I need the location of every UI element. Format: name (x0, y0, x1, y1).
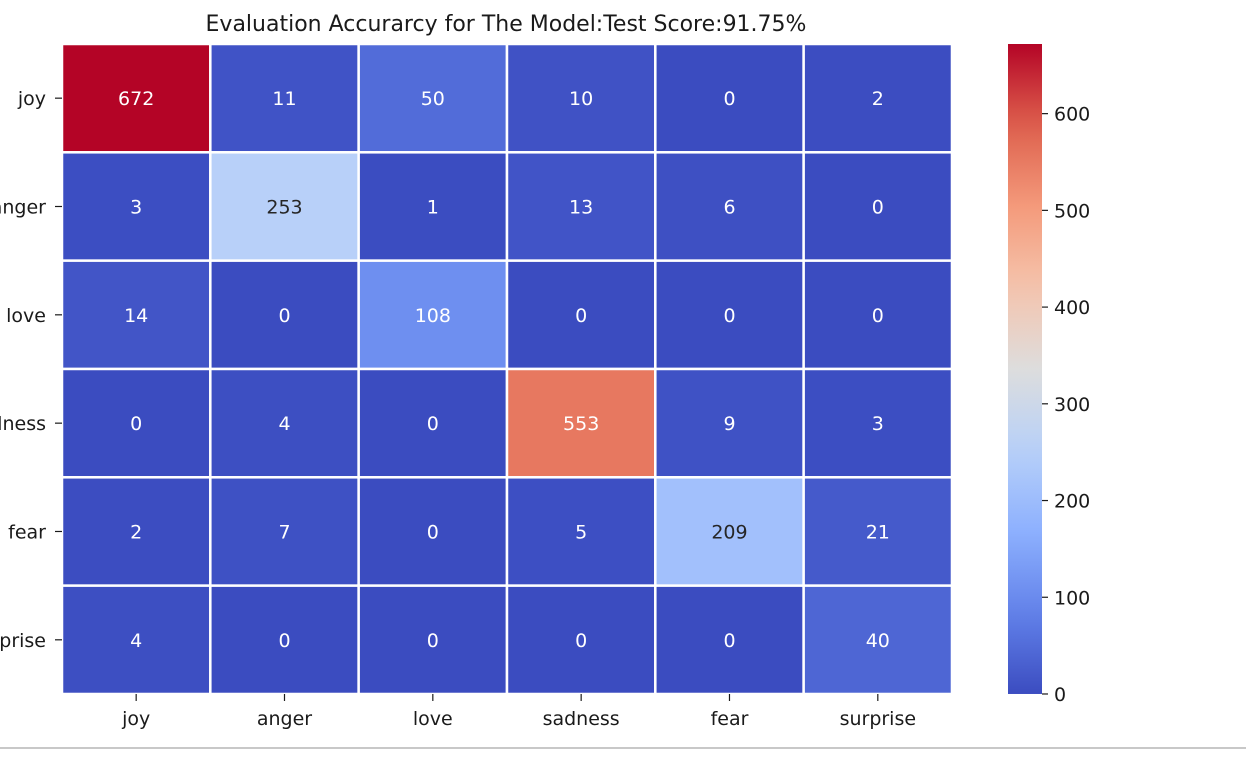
heatmap-cell (802, 259, 954, 371)
cell-value-label: 0 (427, 521, 439, 543)
heatmap-cell (209, 259, 360, 371)
cell-value-label: 108 (415, 305, 451, 327)
heatmap-cell (802, 476, 954, 587)
column-tick-label: surprise (840, 708, 917, 730)
colorbar-tick-label: 300 (1054, 394, 1090, 416)
cell-value-label: 50 (421, 88, 445, 110)
cell-value-label: 0 (278, 630, 290, 652)
heatmap-cell (505, 259, 657, 371)
cell-value-label: 3 (130, 196, 142, 218)
cell-value-label: 2 (872, 88, 884, 110)
row-tick-label: surprise (0, 630, 46, 652)
cell-value-label: 0 (575, 305, 587, 327)
heatmap-cell (654, 367, 805, 479)
cell-value-label: 9 (723, 413, 735, 435)
heatmap-cell (357, 42, 509, 154)
cell-value-label: 4 (278, 413, 290, 435)
cell-value-label: 553 (563, 413, 599, 435)
column-tick-label: love (413, 708, 453, 730)
cell-value-label: 0 (723, 88, 735, 110)
cell-value-label: 0 (427, 413, 439, 435)
heatmap-cell (505, 476, 657, 587)
cell-value-label: 7 (278, 521, 290, 543)
heatmap-cell (654, 476, 805, 587)
colorbar-tick-label: 500 (1054, 200, 1090, 222)
heatmap-cell (357, 367, 509, 479)
colorbar-tick-label: 100 (1054, 587, 1090, 609)
cell-value-label: 0 (130, 413, 142, 435)
cell-value-label: 672 (118, 88, 154, 110)
colorbar-tick-label: 200 (1054, 491, 1090, 513)
cell-value-label: 21 (866, 521, 890, 543)
colorbar-tick-label: 600 (1054, 104, 1090, 126)
cell-value-label: 0 (427, 630, 439, 652)
cell-value-label: 10 (569, 88, 593, 110)
colorbar-tick-label: 400 (1054, 297, 1090, 319)
row-tick-label: anger (0, 196, 46, 218)
cell-value-label: 0 (872, 196, 884, 218)
row-tick-label: fear (8, 521, 46, 543)
heatmap-cell (209, 367, 360, 479)
colorbar: 0 100 200 300 400 500 600 (1008, 44, 1090, 706)
row-tick-label: sadness (0, 413, 46, 435)
row-tick-label: joy (17, 88, 46, 110)
cell-value-label: 5 (575, 521, 587, 543)
cell-value-label: 4 (130, 630, 142, 652)
cell-value-label: 209 (711, 521, 747, 543)
heatmap-cell (505, 151, 657, 262)
colorbar-tick-label: 0 (1054, 684, 1066, 706)
cell-value-label: 0 (278, 305, 290, 327)
chart-title: Evaluation Accurarcy for The Model:Test … (206, 12, 807, 37)
cell-value-label: 2 (130, 521, 142, 543)
column-tick-label: sadness (543, 708, 620, 730)
cell-value-label: 253 (266, 196, 302, 218)
cell-value-label: 11 (272, 88, 296, 110)
row-tick-labels: joy anger love sadness fear surprise (0, 88, 62, 652)
heatmap-cell (209, 151, 360, 262)
cell-value-label: 14 (124, 305, 148, 327)
column-tick-labels: joy anger love sadness fear surprise (121, 693, 917, 730)
heatmap-cell (209, 42, 360, 154)
cell-value-label: 0 (723, 305, 735, 327)
heatmap-cell (802, 584, 954, 696)
heatmap-cell (654, 259, 805, 371)
cell-value-label: 13 (569, 196, 593, 218)
heatmap-cell (802, 367, 954, 479)
column-tick-label: joy (121, 708, 150, 730)
heatmap-cell (802, 151, 954, 262)
cell-value-label: 40 (866, 630, 890, 652)
cell-value-label: 1 (427, 196, 439, 218)
column-tick-label: anger (257, 708, 312, 730)
cell-value-label: 3 (872, 413, 884, 435)
heatmap-cell (357, 476, 509, 587)
heatmap-cells: 672 11 50 10 0 23 253 1 13 6 014 0 108 0 0 00 4 0 553 9 32 7 0… (60, 42, 954, 696)
cell-value-label: 6 (723, 196, 735, 218)
heatmap-cell (505, 367, 657, 479)
column-tick-label: fear (711, 708, 749, 730)
cell-value-label: 0 (575, 630, 587, 652)
cell-value-label: 0 (872, 305, 884, 327)
row-tick-label: love (6, 305, 46, 327)
heatmap-cell (60, 42, 212, 154)
cell-value-label: 0 (723, 630, 735, 652)
colorbar-gradient (1008, 44, 1042, 694)
heatmap-cell (802, 42, 954, 154)
heatmap-cell (60, 367, 212, 479)
heatmap-cell (60, 584, 212, 696)
